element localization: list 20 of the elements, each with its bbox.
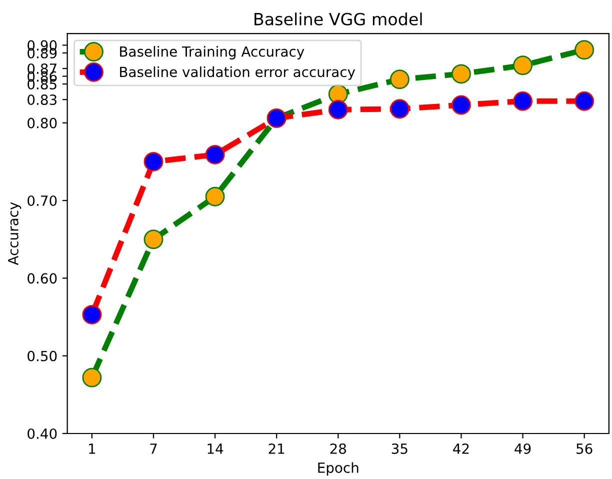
x-tick-label: 49 bbox=[514, 443, 531, 454]
y-tick-label: 0.50 bbox=[28, 350, 57, 362]
y-tick-label: 0.60 bbox=[28, 273, 57, 284]
y-tick-label: 0.80 bbox=[28, 118, 57, 128]
y-tick-label: 0.70 bbox=[28, 195, 57, 206]
legend-label: Baseline validation error accuracy bbox=[120, 66, 356, 80]
x-tick-label: 1 bbox=[89, 444, 96, 454]
x-tick-label: 56 bbox=[576, 443, 592, 454]
x-tick-label: 21 bbox=[268, 443, 284, 454]
y-tick-label: 0.83 bbox=[28, 94, 56, 106]
chart-title: Baseline VGG model bbox=[254, 12, 422, 26]
x-axis-title: Epoch bbox=[318, 462, 358, 476]
x-tick-label: 42 bbox=[453, 443, 469, 454]
legend-label: Baseline Training Accuracy bbox=[120, 46, 304, 60]
x-tick-label: 7 bbox=[150, 444, 157, 454]
y-axis-title: Accuracy bbox=[8, 202, 22, 266]
x-tick-label: 35 bbox=[392, 443, 408, 454]
x-tick-label: 14 bbox=[208, 444, 224, 454]
x-tick-label: 28 bbox=[330, 443, 346, 454]
y-tick-label: 0.40 bbox=[28, 428, 57, 439]
